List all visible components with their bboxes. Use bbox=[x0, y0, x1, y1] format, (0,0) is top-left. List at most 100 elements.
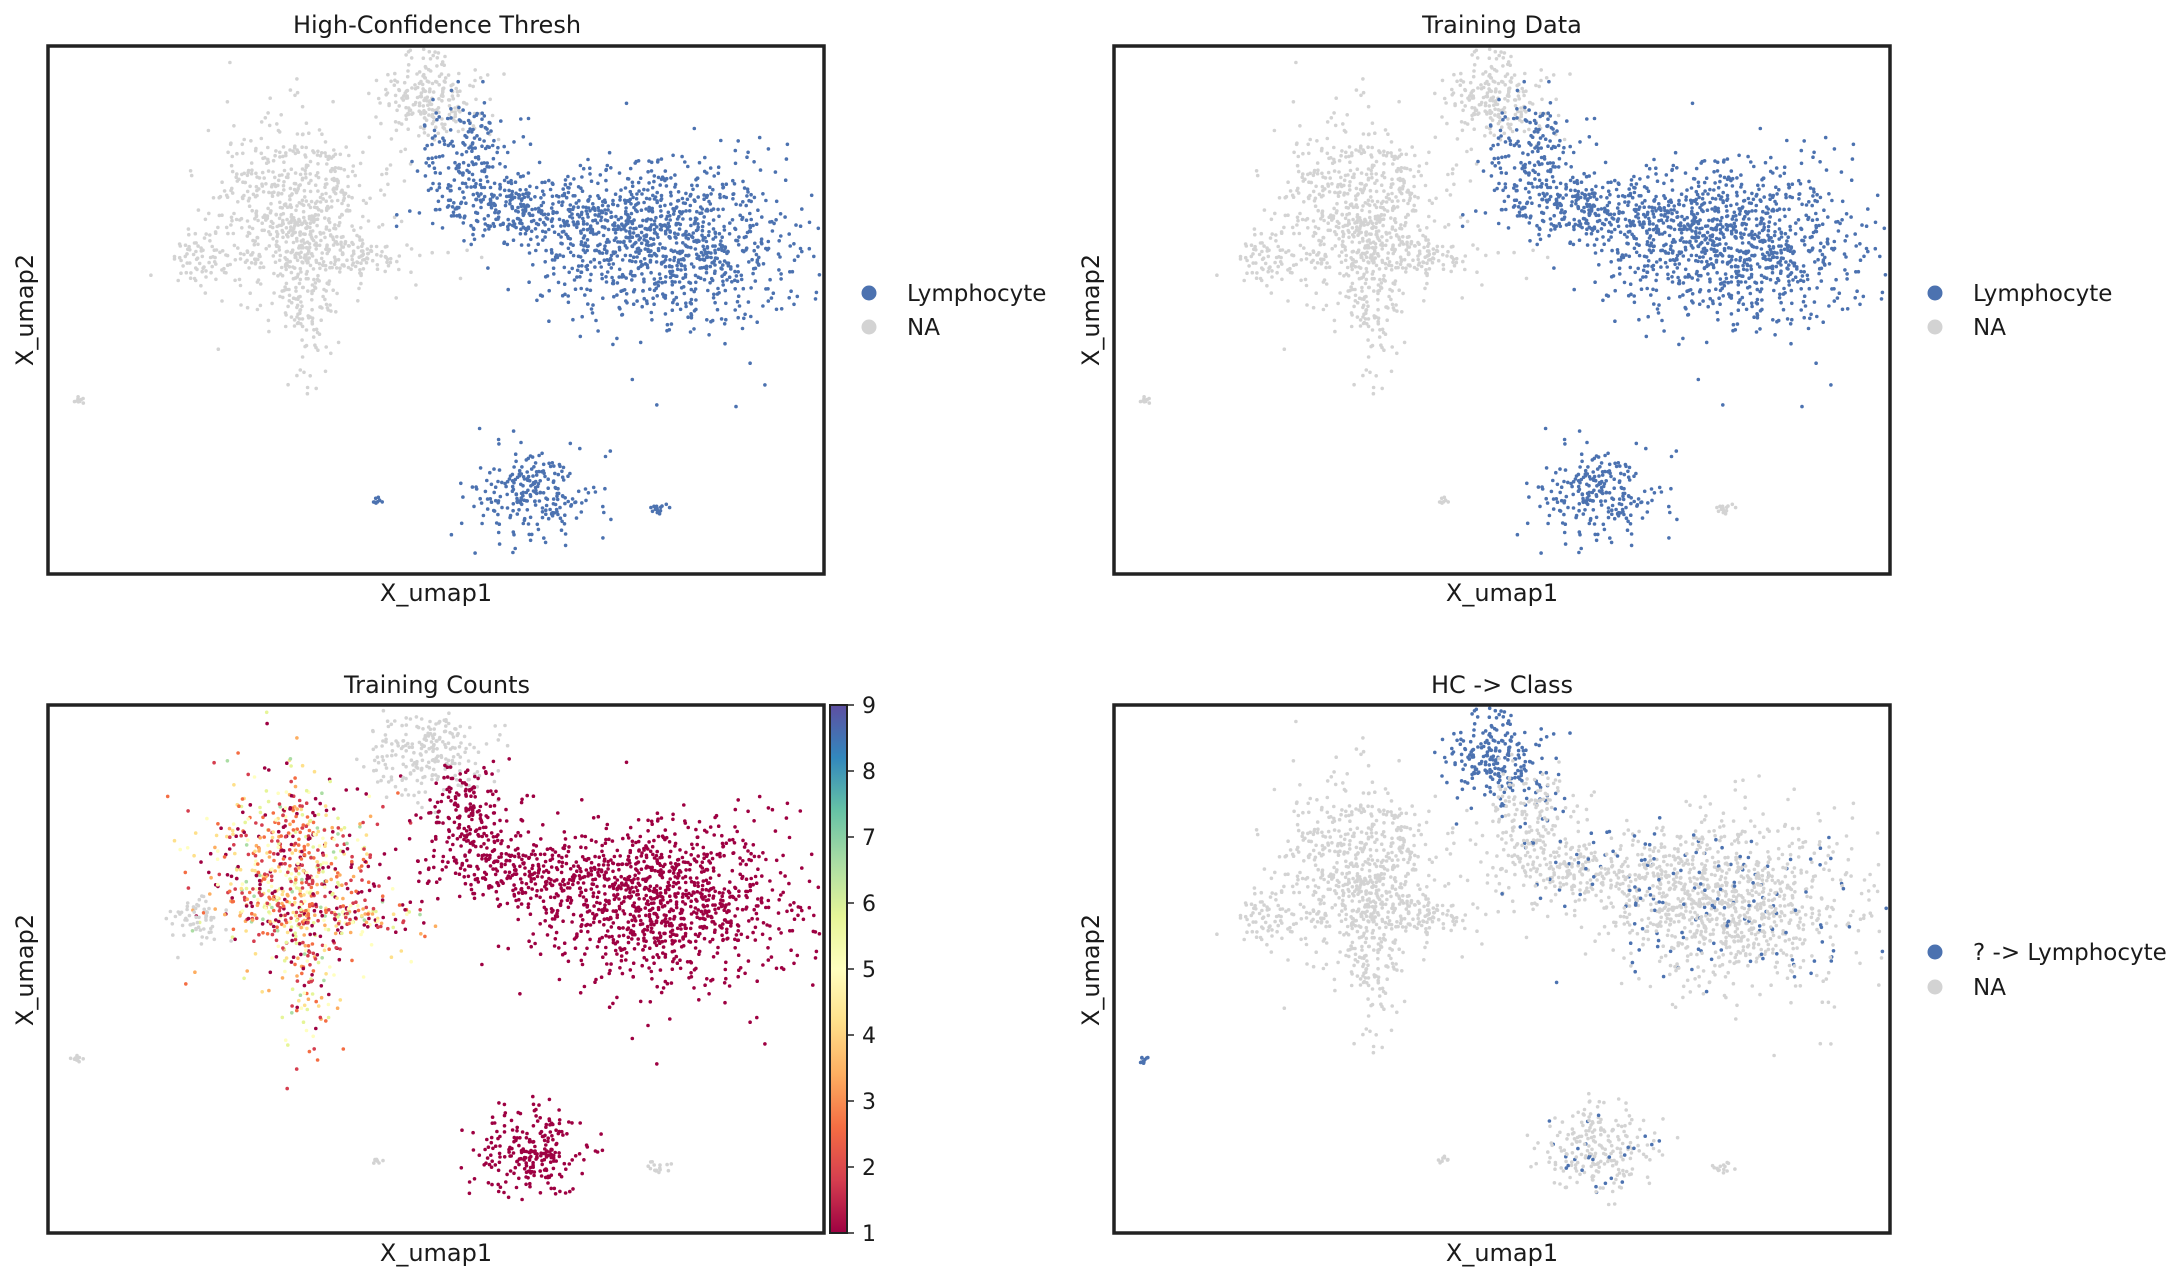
scatter-point bbox=[1782, 171, 1787, 176]
scatter-point bbox=[1475, 56, 1480, 60]
scatter-point bbox=[331, 243, 336, 247]
scatter-point bbox=[1245, 258, 1249, 263]
scatter-point bbox=[1634, 203, 1639, 207]
scatter-point bbox=[1503, 83, 1507, 87]
scatter-point bbox=[1365, 239, 1370, 243]
scatter-point bbox=[384, 87, 388, 92]
scatter-point bbox=[1359, 181, 1364, 186]
scatter-point bbox=[739, 277, 744, 282]
scatter-point bbox=[503, 481, 507, 486]
scatter-point bbox=[1476, 86, 1480, 90]
scatter-point bbox=[1360, 208, 1364, 213]
scatter-point bbox=[1521, 164, 1526, 168]
scatter-point bbox=[1546, 169, 1550, 173]
scatter-point bbox=[580, 210, 584, 215]
scatter-point bbox=[474, 218, 479, 223]
scatter-point bbox=[1392, 157, 1396, 161]
scatter-point bbox=[1333, 329, 1337, 334]
scatter-point bbox=[630, 180, 635, 185]
scatter-point bbox=[318, 200, 323, 204]
scatter-point bbox=[491, 195, 495, 199]
scatter-point bbox=[533, 207, 538, 211]
scatter-point bbox=[730, 280, 734, 284]
scatter-point bbox=[1549, 146, 1554, 151]
scatter-point bbox=[295, 132, 300, 136]
scatter-point bbox=[1295, 188, 1299, 193]
scatter-point bbox=[1554, 201, 1558, 206]
scatter-point bbox=[483, 489, 488, 494]
scatter-point bbox=[440, 226, 445, 230]
scatter-point bbox=[489, 500, 494, 505]
scatter-point bbox=[745, 155, 749, 159]
scatter-point bbox=[579, 286, 583, 291]
scatter-point bbox=[300, 338, 304, 342]
scatter-point bbox=[490, 143, 495, 148]
scatter-point bbox=[1724, 242, 1728, 246]
scatter-point bbox=[1755, 312, 1759, 316]
scatter-point bbox=[480, 521, 484, 526]
scatter-point bbox=[1286, 249, 1291, 253]
scatter-point bbox=[579, 231, 583, 235]
scatter-point bbox=[479, 501, 484, 505]
scatter-point bbox=[304, 328, 309, 332]
scatter-point bbox=[1347, 235, 1351, 240]
scatter-point bbox=[312, 277, 316, 282]
scatter-point bbox=[751, 223, 755, 228]
scatter-point bbox=[1386, 132, 1390, 136]
scatter-point bbox=[1806, 248, 1811, 253]
scatter-point bbox=[552, 230, 557, 234]
scatter-point bbox=[814, 290, 819, 295]
scatter-point bbox=[509, 178, 513, 183]
scatter-point bbox=[263, 116, 268, 120]
scatter-point bbox=[639, 259, 643, 264]
scatter-point bbox=[1353, 299, 1358, 303]
scatter-point bbox=[1292, 150, 1296, 155]
scatter-point bbox=[1500, 111, 1504, 115]
scatter-point bbox=[475, 111, 480, 116]
scatter-point bbox=[1479, 83, 1483, 87]
scatter-point bbox=[1587, 203, 1592, 207]
scatter-point bbox=[651, 193, 655, 198]
scatter-point bbox=[695, 183, 699, 188]
scatter-point bbox=[1568, 144, 1572, 149]
scatter-point bbox=[294, 289, 298, 293]
scatter-point bbox=[266, 160, 271, 164]
scatter-point bbox=[1551, 73, 1556, 77]
scatter-point bbox=[1773, 333, 1777, 337]
scatter-point bbox=[737, 304, 742, 308]
scatter-point bbox=[648, 287, 652, 292]
scatter-point bbox=[505, 150, 510, 155]
scatter-point bbox=[761, 262, 766, 266]
scatter-point bbox=[1578, 224, 1582, 228]
scatter-point bbox=[1471, 74, 1476, 79]
scatter-point bbox=[472, 184, 477, 189]
scatter-point bbox=[662, 223, 667, 227]
scatter-point bbox=[540, 510, 545, 514]
scatter-point bbox=[1325, 261, 1329, 265]
scatter-point bbox=[436, 199, 441, 204]
scatter-point bbox=[284, 250, 289, 254]
scatter-point bbox=[1485, 91, 1490, 95]
scatter-point bbox=[696, 275, 701, 280]
scatter-point bbox=[529, 229, 534, 234]
scatter-point bbox=[323, 182, 328, 187]
scatter-point bbox=[172, 254, 177, 259]
scatter-point bbox=[1332, 145, 1336, 150]
scatter-point bbox=[1344, 294, 1348, 299]
scatter-point bbox=[283, 311, 288, 315]
scatter-point bbox=[1503, 74, 1508, 79]
scatter-point bbox=[297, 281, 302, 286]
scatter-point bbox=[1554, 97, 1558, 102]
scatter-point bbox=[493, 498, 498, 503]
scatter-point bbox=[1313, 196, 1318, 201]
scatter-point bbox=[477, 137, 482, 141]
scatter-point bbox=[669, 193, 673, 198]
scatter-point bbox=[428, 57, 433, 61]
scatter-point bbox=[673, 173, 677, 177]
scatter-point bbox=[262, 228, 267, 233]
scatter-point bbox=[306, 276, 310, 281]
scatter-point bbox=[1379, 343, 1383, 348]
scatter-point bbox=[1536, 146, 1541, 151]
scatter-point bbox=[1417, 164, 1422, 168]
scatter-point bbox=[482, 139, 486, 143]
